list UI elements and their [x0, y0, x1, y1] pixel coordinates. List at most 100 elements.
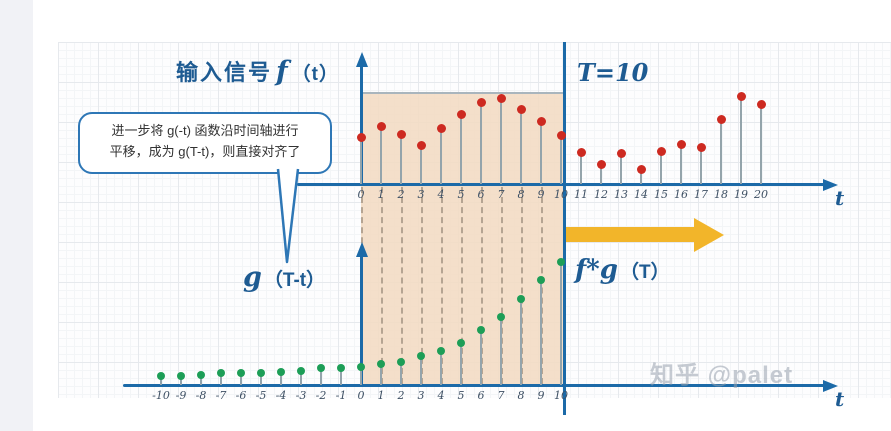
stem — [680, 144, 682, 184]
tick-label: -5 — [255, 389, 267, 402]
top-y-axis-arrow — [355, 52, 368, 67]
stem — [480, 330, 482, 385]
stem — [400, 361, 402, 385]
data-point — [356, 132, 366, 142]
stem — [620, 153, 622, 184]
tick-label: 6 — [477, 188, 485, 201]
tick-label: 0 — [357, 188, 365, 201]
data-point — [556, 130, 566, 140]
stem — [340, 368, 342, 385]
data-point — [596, 160, 606, 170]
stem — [300, 370, 302, 385]
data-point — [237, 369, 245, 378]
stem — [240, 373, 242, 385]
callout-tail — [276, 168, 300, 264]
stem — [440, 351, 442, 385]
tick-label: 10 — [554, 188, 568, 201]
tick-label: 9 — [537, 389, 545, 402]
stem — [400, 134, 402, 184]
shaded-overlap-region — [361, 92, 566, 387]
data-point — [616, 149, 626, 159]
top-y-axis — [360, 60, 363, 184]
tick-label: -10 — [152, 389, 170, 402]
stem — [760, 104, 762, 184]
data-point — [537, 275, 545, 284]
data-point — [456, 109, 466, 119]
tick-label: -6 — [235, 389, 247, 402]
tick-label: 14 — [634, 188, 648, 201]
dashed-alignment-line — [441, 187, 443, 384]
stem — [160, 375, 162, 385]
stem — [700, 147, 702, 184]
stem — [740, 96, 742, 184]
stem — [500, 317, 502, 385]
data-point — [396, 129, 406, 139]
tick-label: 4 — [437, 389, 445, 402]
top-x-axis-arrow — [823, 178, 838, 191]
data-point — [217, 369, 225, 378]
stem — [500, 98, 502, 184]
tick-label: -8 — [195, 389, 207, 402]
dashed-alignment-line — [521, 187, 523, 384]
tick-label: -3 — [295, 389, 307, 402]
data-point — [416, 140, 426, 150]
stem — [640, 169, 642, 184]
stem — [280, 372, 282, 385]
data-point — [736, 92, 746, 102]
stem — [180, 375, 182, 385]
data-point — [397, 357, 405, 366]
stem — [480, 102, 482, 184]
stem — [600, 164, 602, 184]
data-point — [257, 369, 265, 378]
stem — [460, 114, 462, 184]
tick-label: 16 — [674, 188, 688, 201]
g-function-label: g （T-t） — [243, 262, 325, 293]
stem — [720, 119, 722, 184]
stem — [380, 126, 382, 184]
stem — [220, 373, 222, 385]
data-point — [636, 164, 646, 174]
g-symbol: g — [243, 262, 262, 293]
dashed-alignment-line — [401, 187, 403, 384]
data-point — [337, 364, 345, 373]
top-x-axis — [297, 183, 825, 186]
stem — [580, 152, 582, 184]
tick-label: 4 — [437, 188, 445, 201]
t-equals-10-line — [563, 42, 566, 415]
data-point — [357, 362, 365, 371]
data-point — [696, 142, 706, 152]
callout-line-1: 进一步将 g(-t) 函数沿时间轴进行 — [111, 123, 299, 138]
stem — [560, 135, 562, 184]
data-point — [476, 97, 486, 107]
data-point — [716, 115, 726, 125]
stem — [420, 145, 422, 184]
dashed-alignment-line — [421, 187, 423, 384]
tick-label: 17 — [694, 188, 708, 201]
tick-label: 5 — [457, 188, 465, 201]
tick-label: 0 — [357, 389, 365, 402]
data-point — [676, 139, 686, 149]
stem — [520, 299, 522, 385]
tick-label: 19 — [734, 188, 748, 201]
convolution-result-label: f*g （T） — [575, 255, 670, 285]
data-point — [157, 371, 165, 380]
callout-line-2: 平移，成为 g(T-t)，则直接对齐了 — [109, 143, 301, 159]
data-point — [656, 147, 666, 157]
dashed-alignment-line — [501, 187, 503, 384]
dashed-alignment-line — [481, 187, 483, 384]
tick-label: 3 — [417, 188, 425, 201]
stem — [560, 261, 562, 385]
tick-label: 11 — [574, 188, 588, 201]
stem — [380, 364, 382, 385]
plot-title: 输入信号 f （t） — [176, 55, 339, 87]
stem — [540, 279, 542, 385]
data-point — [496, 93, 506, 103]
t-equals-10-label: T=10 — [577, 58, 649, 87]
tick-label: 18 — [714, 188, 728, 201]
g-argument: （T-t） — [263, 270, 326, 291]
data-point — [557, 257, 565, 266]
data-point — [457, 339, 465, 348]
dashed-alignment-line — [461, 187, 463, 384]
stem — [360, 137, 362, 184]
tick-label: -1 — [335, 389, 347, 402]
